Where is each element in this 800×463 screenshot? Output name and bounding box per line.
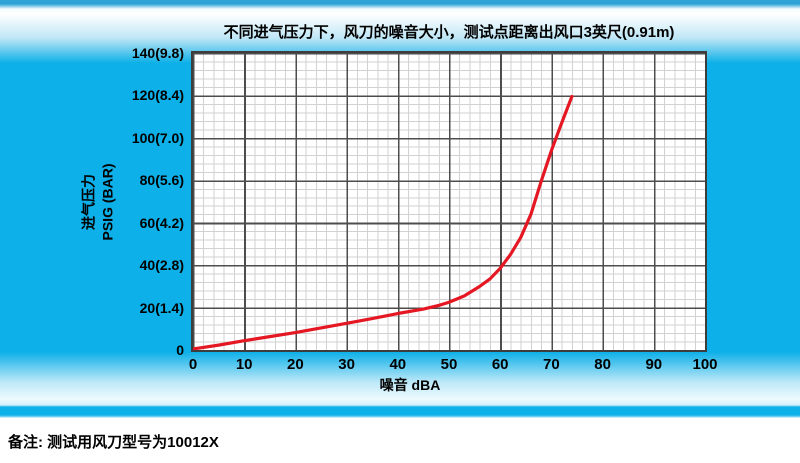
y-tick-label: 100(7.0) [131,129,184,146]
chart-title: 不同进气压力下，风刀的噪音大小，测试点距离出风口3英尺(0.91m) [223,24,675,41]
y-tick-label: 80(5.6) [139,172,184,189]
x-tick-label: 70 [543,356,560,373]
x-tick-label: 0 [188,356,198,373]
y-tick-label: 140(9.8) [131,45,184,61]
noise-curve-svg [193,94,574,350]
y-tick-label: 60(4.2) [139,214,184,231]
x-tick-label: 90 [645,356,663,373]
x-tick-label: 10 [235,356,253,373]
y-tick-col: 0 20(1.4) 40(2.8) 60(4.2) 80(5.6) 100(7.0) 120… [86,45,186,358]
y-tick-label: 0 [176,342,184,358]
x-tick-label: 30 [338,356,355,373]
x-tick-row: 0 10 20 30 40 50 60 70 80 90 100 [189,356,718,376]
footnote: 备注: 测试用风刀型号为10012X [8,434,219,451]
y-tick-label: 20(1.4) [139,299,184,316]
x-tick-label: 20 [287,356,304,373]
y-tick-label: 120(8.4) [131,87,184,104]
noise-curve [193,94,574,350]
y-tick-label: 40(2.8) [139,257,184,274]
plot-area [191,51,707,352]
x-tick-label: 80 [594,356,611,373]
plot-grid [193,53,705,350]
x-tick-label: 50 [440,356,458,373]
x-tick-label: 60 [491,356,509,373]
x-tick-label: 40 [389,356,407,373]
x-tick-label: 100 [692,356,718,373]
x-axis-title: 噪音 dBA [379,377,441,393]
